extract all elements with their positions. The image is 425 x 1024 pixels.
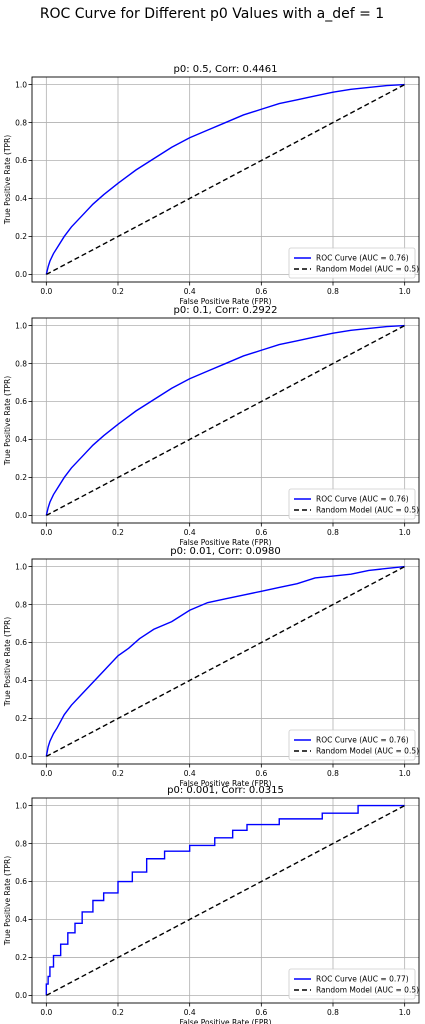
x-tick-label: 0.4 xyxy=(184,1008,196,1017)
legend-entry: Random Model (AUC = 0.5) xyxy=(316,506,419,515)
y-tick-label: 0.0 xyxy=(15,270,27,279)
legend-box xyxy=(288,968,416,1000)
roc-curve-line xyxy=(45,565,405,757)
y-tick-label: 0.6 xyxy=(15,397,27,406)
x-axis-label: False Positive Rate (FPR) xyxy=(180,779,272,788)
x-tick-label: 1.0 xyxy=(399,287,411,296)
x-tick-label: 0.6 xyxy=(255,769,267,778)
y-tick-label: 0.2 xyxy=(15,953,27,962)
y-tick-label: 0.6 xyxy=(15,877,27,886)
legend-entry: Random Model (AUC = 0.5) xyxy=(316,986,419,995)
y-axis-label: True Positive Rate (TPR) xyxy=(3,617,12,707)
x-tick-label: 0.8 xyxy=(327,1008,339,1017)
plot-frame xyxy=(31,797,420,1004)
x-tick-label: 1.0 xyxy=(399,769,411,778)
x-tick-label: 0.0 xyxy=(40,528,52,537)
random-model-line xyxy=(46,804,405,997)
legend-box xyxy=(288,729,416,761)
x-tick-label: 0.2 xyxy=(112,769,124,778)
plot-frame xyxy=(31,558,420,765)
y-tick-label: 0.2 xyxy=(15,232,27,241)
y-axis-label: True Positive Rate (TPR) xyxy=(3,856,12,946)
y-tick-label: 0.4 xyxy=(15,676,27,685)
random-model-line xyxy=(46,83,405,276)
x-axis-label: False Positive Rate (FPR) xyxy=(180,297,272,306)
y-tick-label: 0.4 xyxy=(15,435,27,444)
chart-panel-2: p0: 0.1, Corr: 0.2922 0.0 0.2 0.4 0.6 0.8 1.0 0… xyxy=(3,305,420,547)
chart-panel-4: p0: 0.001, Corr: 0.0315 0.0 0.2 0.4 0.6 0.8 1.… xyxy=(3,785,420,1024)
x-tick-label: 0.6 xyxy=(255,528,267,537)
legend-entry: ROC Curve (AUC = 0.77) xyxy=(316,975,409,984)
chart-title: p0: 0.001, Corr: 0.0315 xyxy=(167,785,284,796)
y-tick-label: 0.6 xyxy=(15,156,27,165)
x-tick-label: 0.4 xyxy=(184,287,196,296)
x-axis-label: False Positive Rate (FPR) xyxy=(180,1018,272,1024)
x-tick-label: 0.2 xyxy=(112,287,124,296)
x-tick-label: 0.8 xyxy=(327,287,339,296)
chart-panel-3: p0: 0.01, Corr: 0.0980 0.0 0.2 0.4 0.6 0.8 1.0… xyxy=(3,546,420,788)
y-tick-label: 1.0 xyxy=(15,562,27,571)
y-tick-label: 1.0 xyxy=(15,801,27,810)
y-tick-label: 0.4 xyxy=(15,194,27,203)
x-tick-label: 0.8 xyxy=(327,528,339,537)
random-model-line xyxy=(46,565,405,758)
y-axis-label: True Positive Rate (TPR) xyxy=(3,376,12,466)
x-tick-label: 1.0 xyxy=(399,528,411,537)
y-tick-label: 0.0 xyxy=(15,752,27,761)
x-tick-label: 0.4 xyxy=(184,528,196,537)
random-model-line xyxy=(46,324,405,517)
y-tick-label: 0.8 xyxy=(15,839,27,848)
x-tick-label: 0.0 xyxy=(40,769,52,778)
legend-box xyxy=(288,488,416,520)
y-tick-label: 0.8 xyxy=(15,118,27,127)
x-tick-label: 0.0 xyxy=(40,1008,52,1017)
chart-title: p0: 0.1, Corr: 0.2922 xyxy=(173,305,277,316)
y-tick-label: 0.4 xyxy=(15,915,27,924)
roc-curve-line xyxy=(45,804,405,996)
legend-entry: ROC Curve (AUC = 0.76) xyxy=(316,495,409,504)
x-tick-label: 0.6 xyxy=(255,1008,267,1017)
x-tick-label: 0.2 xyxy=(112,528,124,537)
legend-entry: ROC Curve (AUC = 0.76) xyxy=(316,736,409,745)
y-tick-label: 0.2 xyxy=(15,714,27,723)
chart-panel-1: p0: 0.5, Corr: 0.4461 0.0 0.2 0.4 0.6 0.8 1.0 0… xyxy=(3,64,420,306)
figure-suptitle: ROC Curve for Different p0 Values with a… xyxy=(40,6,384,22)
x-axis-label: False Positive Rate (FPR) xyxy=(180,538,272,547)
y-tick-label: 0.0 xyxy=(15,991,27,1000)
x-tick-label: 0.6 xyxy=(255,287,267,296)
y-tick-label: 0.2 xyxy=(15,473,27,482)
chart-title: p0: 0.5, Corr: 0.4461 xyxy=(173,64,277,75)
x-tick-label: 0.8 xyxy=(327,769,339,778)
plot-frame xyxy=(31,76,420,283)
y-tick-label: 0.0 xyxy=(15,511,27,520)
roc-curve-line xyxy=(45,324,405,516)
legend-entry: Random Model (AUC = 0.5) xyxy=(316,747,419,756)
legend-box xyxy=(288,247,416,279)
x-tick-label: 0.2 xyxy=(112,1008,124,1017)
x-tick-label: 0.0 xyxy=(40,287,52,296)
y-tick-label: 1.0 xyxy=(15,321,27,330)
y-tick-label: 0.8 xyxy=(15,600,27,609)
plot-frame xyxy=(31,317,420,524)
legend-entry: ROC Curve (AUC = 0.76) xyxy=(316,254,409,263)
y-tick-label: 1.0 xyxy=(15,80,27,89)
x-tick-label: 0.4 xyxy=(184,769,196,778)
y-tick-label: 0.6 xyxy=(15,638,27,647)
roc-curve-line xyxy=(45,83,405,275)
y-tick-label: 0.8 xyxy=(15,359,27,368)
chart-title: p0: 0.01, Corr: 0.0980 xyxy=(170,546,280,557)
legend-entry: Random Model (AUC = 0.5) xyxy=(316,265,419,274)
x-tick-label: 1.0 xyxy=(399,1008,411,1017)
y-axis-label: True Positive Rate (TPR) xyxy=(3,135,12,225)
